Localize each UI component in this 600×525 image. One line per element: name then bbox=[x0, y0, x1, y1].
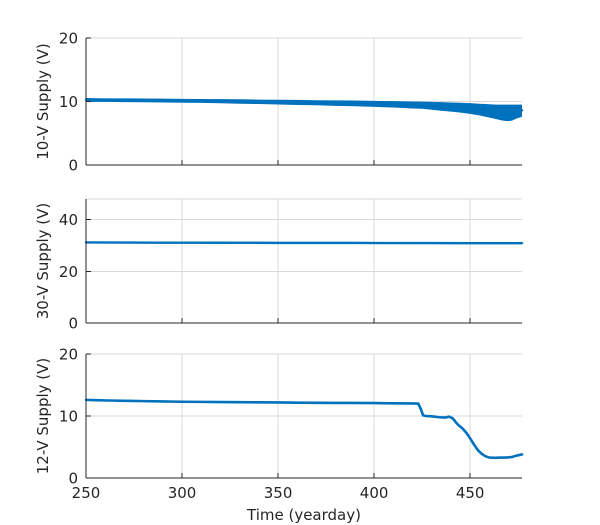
y-tick-label: 20 bbox=[59, 263, 78, 281]
series-line-supply-10v bbox=[84, 98, 524, 116]
series-band-supply-10v bbox=[86, 98, 522, 122]
y-axis-title: 10-V Supply (V) bbox=[34, 43, 52, 160]
subplot-supply-12v: 0 10 20 250 300 350 400 450 12-V Supply (V) Time … bbox=[34, 346, 524, 524]
y-tick-label: 0 bbox=[68, 315, 78, 333]
y-tick-label: 20 bbox=[59, 30, 78, 48]
x-tick-label: 250 bbox=[72, 484, 101, 502]
x-axis-title: Time (yearday) bbox=[246, 506, 361, 524]
series-line-supply-12v bbox=[84, 398, 524, 460]
x-tick-label: 450 bbox=[456, 484, 485, 502]
x-tick-label: 300 bbox=[168, 484, 197, 502]
series-line-supply-30v bbox=[84, 241, 524, 245]
y-tick-label: 10 bbox=[59, 408, 78, 426]
y-axis-title: 12-V Supply (V) bbox=[34, 358, 52, 475]
y-tick-label: 10 bbox=[59, 93, 78, 111]
y-tick-label: 0 bbox=[68, 157, 78, 175]
y-axis-title: 30-V Supply (V) bbox=[34, 203, 52, 320]
subplot-supply-10v: 0 10 20 10-V Supply (V) bbox=[34, 30, 524, 175]
x-tick-label: 350 bbox=[264, 484, 293, 502]
subplot-supply-30v: 0 20 40 30-V Supply (V) bbox=[34, 198, 524, 333]
y-tick-label: 20 bbox=[59, 346, 78, 364]
y-tick-label: 40 bbox=[59, 211, 78, 229]
y-tick-label: 0 bbox=[68, 470, 78, 488]
x-tick-label: 400 bbox=[360, 484, 389, 502]
